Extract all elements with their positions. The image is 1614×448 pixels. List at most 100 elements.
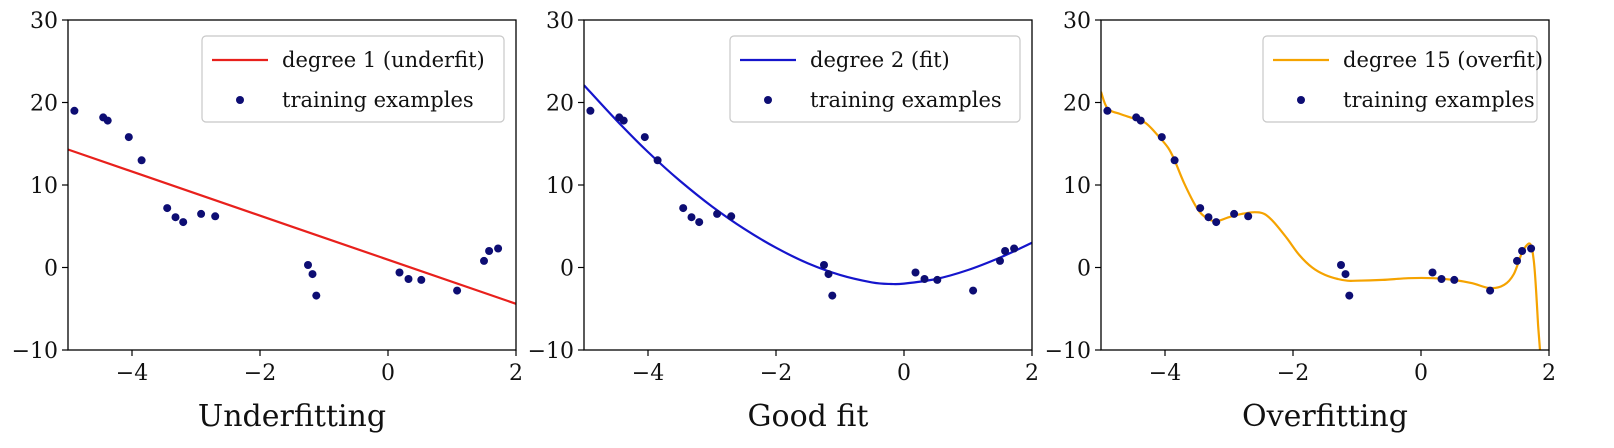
training-point [1518, 247, 1527, 255]
training-point [163, 204, 172, 213]
training-point [1230, 209, 1239, 218]
training-point [820, 261, 828, 269]
x-tick-label: −2 [244, 361, 276, 386]
y-tick-label: 0 [560, 257, 574, 282]
training-point [619, 116, 628, 125]
legend-label: training examples [282, 88, 474, 112]
training-point [695, 218, 704, 227]
panel-1: −4 −2 0 2 −10 0 10 20 30 Underfitting degree 1 (un… [12, 9, 523, 434]
training-point [1486, 286, 1495, 295]
y-tick-label: 0 [44, 257, 58, 282]
training-point [911, 268, 920, 277]
x-tick-label: 2 [1025, 361, 1039, 386]
plot-area [1101, 91, 1542, 350]
training-point [1001, 247, 1010, 255]
x-tick-label: 0 [1414, 361, 1428, 386]
training-point [417, 275, 426, 284]
panel-2: −4 −2 0 2 −10 0 10 20 30 Good fit degree 2 (fit) tr… [528, 9, 1039, 434]
panel-title: Overfitting [1242, 399, 1408, 434]
training-point [308, 270, 317, 279]
x-tick-label: 2 [1542, 361, 1556, 386]
x-tick-label: 2 [509, 361, 523, 386]
training-point [713, 209, 722, 218]
legend: degree 2 (fit) training examples [729, 35, 1021, 123]
training-point [969, 286, 978, 295]
training-point [996, 256, 1004, 265]
y-tick-label: 10 [546, 174, 574, 199]
training-point [485, 247, 494, 255]
training-point [494, 244, 503, 253]
x-tick-label: −4 [1149, 361, 1181, 386]
training-point [395, 268, 404, 277]
legend-label: degree 15 (overfit) [1343, 48, 1543, 72]
plot-area [68, 106, 516, 305]
series-line-degree-15 [1101, 91, 1542, 350]
training-point [1010, 244, 1019, 253]
training-point [312, 291, 321, 300]
training-point [687, 213, 696, 222]
y-tick-label: 10 [1063, 174, 1091, 199]
training-point [828, 291, 837, 300]
legend-label: degree 2 (fit) [810, 48, 950, 72]
y-tick-label: 0 [1077, 257, 1091, 282]
training-point [304, 261, 312, 269]
legend: degree 15 (overfit) training examples [1262, 35, 1543, 123]
legend-label: degree 1 (underfit) [282, 48, 485, 72]
y-tick-label: 20 [546, 92, 574, 117]
y-tick-label: 10 [30, 174, 58, 199]
y-tick-label: 20 [30, 92, 58, 117]
training-point [1450, 275, 1459, 284]
training-point [179, 218, 188, 227]
y-tick-label: −10 [1045, 339, 1091, 364]
training-point [1244, 212, 1253, 221]
panel-title: Good fit [748, 399, 869, 434]
x-tick-label: −4 [116, 361, 148, 386]
training-point [727, 212, 736, 221]
training-point [933, 275, 942, 284]
training-point [197, 209, 206, 218]
training-point [1196, 204, 1205, 213]
training-point [920, 275, 929, 283]
plot-area [584, 84, 1032, 300]
legend: degree 1 (underfit) training examples [201, 35, 505, 123]
x-tick-label: −4 [632, 361, 664, 386]
training-point [1437, 275, 1446, 283]
training-point [1345, 291, 1354, 300]
panel-3: −4 −2 0 2 −10 0 10 20 30 Overfitting degree 15 (ov… [1045, 9, 1556, 434]
training-point [1103, 106, 1112, 115]
training-point [1170, 156, 1179, 165]
training-point [211, 212, 220, 221]
training-point [640, 133, 649, 142]
legend-label: training examples [1343, 88, 1535, 112]
legend-marker-swatch [764, 96, 772, 104]
training-point [404, 275, 413, 283]
y-tick-label: 20 [1063, 92, 1091, 117]
training-point [1337, 261, 1345, 269]
training-point [1513, 256, 1521, 265]
series-line-degree-2 [584, 84, 1032, 286]
legend-box [1262, 35, 1538, 123]
training-point [824, 270, 833, 279]
x-tick-label: 0 [897, 361, 911, 386]
training-point [453, 286, 462, 295]
y-tick-label: 30 [1063, 9, 1091, 34]
training-point [1157, 133, 1166, 142]
training-point [171, 213, 180, 222]
training-point [137, 156, 146, 165]
panel-title: Underfitting [198, 399, 386, 434]
x-tick-label: −2 [760, 361, 792, 386]
training-point [1204, 213, 1213, 222]
y-tick-label: −10 [528, 339, 574, 364]
training-point [103, 116, 112, 125]
training-point [1428, 268, 1437, 277]
training-point [1136, 116, 1145, 125]
y-tick-label: 30 [30, 9, 58, 34]
series-line-degree-1 [68, 148, 516, 305]
legend-marker-swatch [1297, 96, 1305, 104]
training-point [653, 156, 662, 165]
training-point [480, 256, 488, 265]
legend-marker-swatch [236, 96, 244, 104]
y-tick-label: −10 [12, 339, 58, 364]
legend-box [729, 35, 1021, 123]
